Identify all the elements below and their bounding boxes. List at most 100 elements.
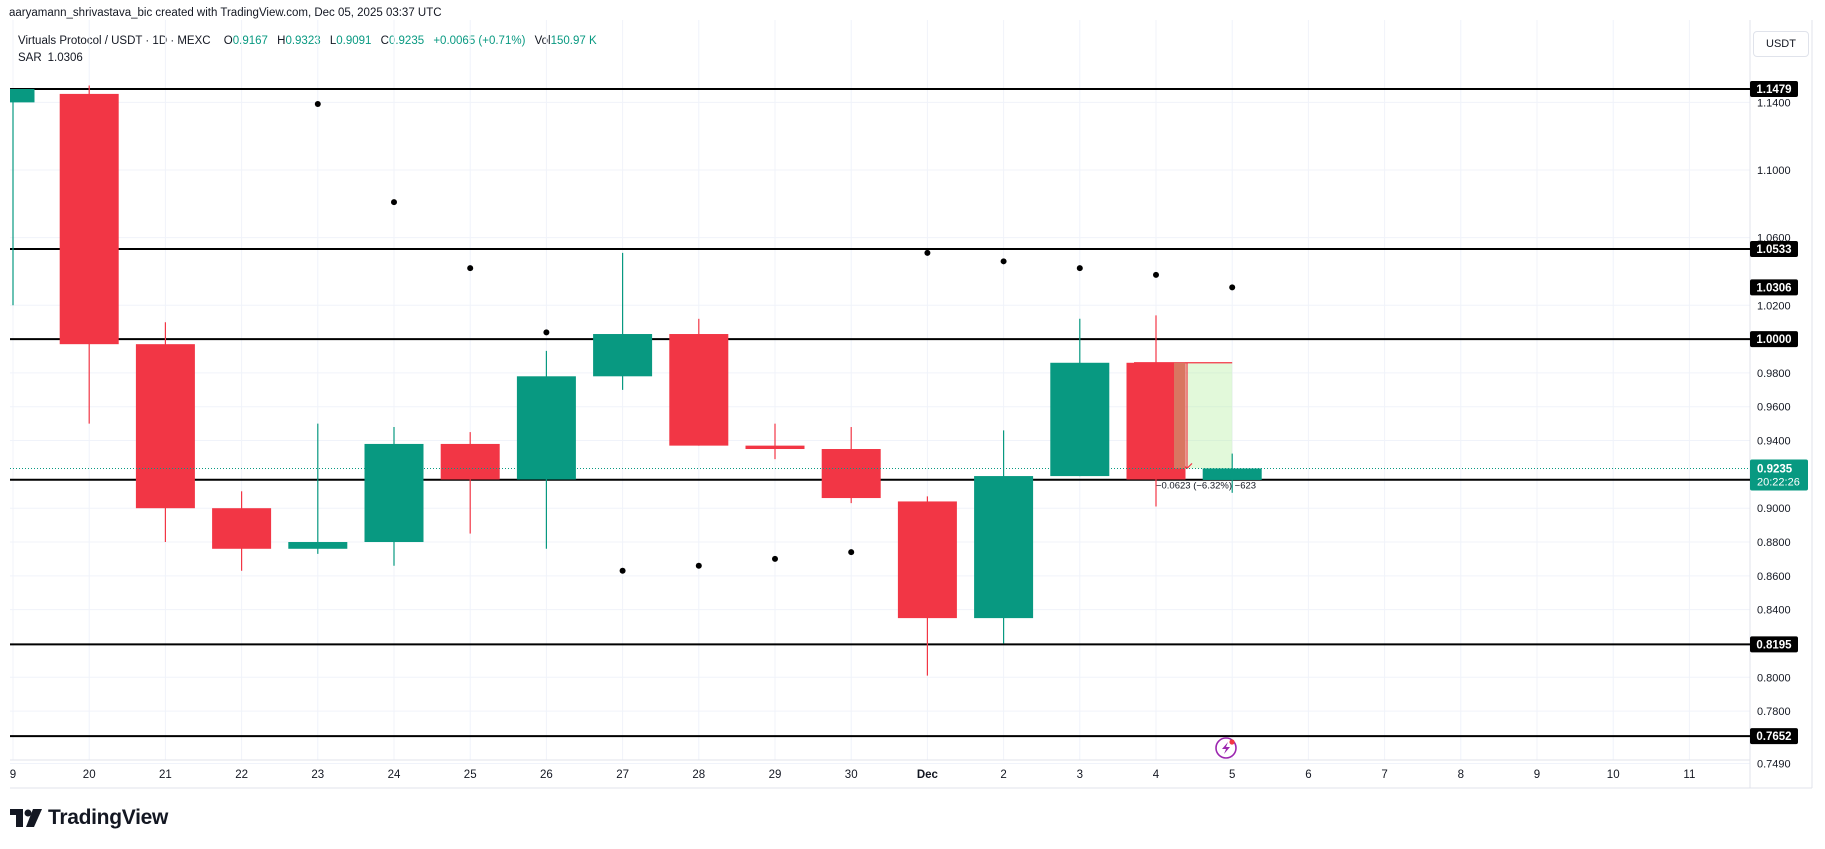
y-tick-label: 0.7490 — [1757, 759, 1791, 771]
sar-dot — [924, 249, 931, 256]
price-axis-labels: 1.14791.05331.00000.91680.81950.76520.92… — [1750, 81, 1808, 745]
y-tick-label: 0.9400 — [1757, 436, 1791, 448]
x-tick-label: 29 — [769, 769, 782, 781]
sar-dot — [467, 265, 474, 272]
x-tick-label: 20 — [83, 769, 96, 781]
candle-body — [821, 449, 881, 499]
y-tick-label: 0.7800 — [1757, 706, 1791, 718]
x-tick-label: Dec — [917, 769, 939, 781]
x-tick-label: 4 — [1153, 769, 1160, 781]
last-price-tag — [1750, 459, 1808, 491]
y-tick-label: 0.8800 — [1757, 537, 1791, 549]
measure-range-fill — [1185, 362, 1233, 469]
tradingview-logo-icon — [10, 809, 42, 827]
y-tick-label: 1.0200 — [1757, 300, 1791, 312]
volume-value: 150.97 K — [550, 35, 597, 47]
x-tick-label: 21 — [159, 769, 172, 781]
last-price-label: 0.9235 — [1757, 463, 1793, 475]
x-tick-label: 8 — [1458, 769, 1464, 781]
close-label: C — [380, 35, 389, 47]
candle-body — [364, 443, 424, 543]
x-tick-label: 22 — [235, 769, 248, 781]
level-price-label: 0.7652 — [1756, 731, 1791, 743]
tradingview-logo-text: TradingView — [48, 806, 169, 829]
x-tick-label: 9 — [1534, 769, 1540, 781]
x-tick-label: 7 — [1381, 769, 1387, 781]
sar-dot — [1000, 258, 1007, 265]
x-tick-label: 25 — [464, 769, 477, 781]
currency-button[interactable]: USDT — [1753, 31, 1809, 57]
y-tick-label: 0.9000 — [1757, 503, 1791, 515]
sar-series — [314, 101, 1236, 574]
sar-value: 1.0306 — [47, 52, 83, 64]
sar-dot — [543, 329, 550, 336]
y-tick-label: 0.8400 — [1757, 605, 1791, 617]
x-tick-label: 6 — [1305, 769, 1311, 781]
measure-overlay — [1174, 362, 1185, 469]
level-price-label: 1.0533 — [1756, 244, 1791, 256]
x-tick-label: 10 — [1607, 769, 1620, 781]
candle-body — [59, 93, 119, 345]
sar-price-label: 1.0306 — [1756, 282, 1791, 294]
level-price-tag — [1750, 636, 1798, 653]
candle-body — [440, 443, 500, 480]
level-price-tag — [1750, 81, 1798, 97]
tradingview-logo[interactable]: TradingView — [10, 806, 168, 830]
sar-dot — [619, 567, 626, 574]
candle-body — [1202, 468, 1262, 480]
level-price-tag — [1750, 331, 1798, 348]
x-tick-label: 2 — [1000, 769, 1006, 781]
level-price-label: 1.1479 — [1756, 84, 1791, 96]
time-axis[interactable]: 9 20 21 22 23 24 25 26 27 28 29 30 Dec 2 3 4 5 6 7 8 9 10 11 — [10, 769, 1696, 781]
level-price-label: 0.8195 — [1756, 639, 1792, 651]
candle-body — [593, 334, 653, 377]
sar-label: SAR — [18, 52, 42, 64]
level-price-tag — [1750, 728, 1798, 745]
sar-dot — [391, 199, 397, 206]
x-tick-label: 5 — [1229, 769, 1235, 781]
candle-body — [669, 334, 729, 446]
y-tick-label: 0.8000 — [1757, 672, 1791, 684]
low-label: L — [329, 35, 337, 47]
chart-credit: aaryamann_shrivastava_bic created with T… — [9, 7, 442, 19]
candle-body — [135, 344, 195, 509]
price-axis[interactable]: 0.7490 0.7800 0.8000 0.8400 0.8600 0.8800 0.90… — [1757, 97, 1791, 770]
sar-dot — [1153, 271, 1159, 278]
x-tick-label: 24 — [388, 769, 401, 781]
sar-dot — [314, 101, 321, 108]
price-chart[interactable]: 0.7490 0.7800 0.8000 0.8400 0.8600 0.8800 0.90… — [0, 0, 1825, 800]
y-tick-label: 0.9800 — [1757, 368, 1791, 380]
grid-lines — [10, 20, 1750, 765]
candle-body — [897, 501, 957, 619]
y-tick-label: 0.9600 — [1757, 402, 1791, 414]
sar-dot — [695, 562, 702, 569]
sar-legend[interactable]: SAR 1.0306 — [18, 52, 83, 64]
level-price-label: 1.0000 — [1756, 334, 1791, 346]
x-tick-label: 28 — [692, 769, 705, 781]
x-tick-label: 30 — [845, 769, 858, 781]
lightning-icon[interactable] — [1215, 737, 1237, 759]
sar-dot — [1229, 284, 1236, 291]
candle-body — [212, 508, 272, 549]
x-tick-label: 3 — [1077, 769, 1083, 781]
symbol-name[interactable]: Virtuals Protocol / USDT · 1D · MEXC — [18, 35, 211, 47]
measure-tool: −0.0623 (−6.32%) −623 — [1134, 362, 1256, 491]
change-value: +0.0065 (+0.71%) — [433, 35, 526, 47]
x-tick-label: 11 — [1683, 769, 1695, 781]
candle-body — [1050, 362, 1110, 477]
low-value: 0.9091 — [336, 35, 372, 47]
y-tick-label: 1.1400 — [1757, 97, 1791, 109]
sar-dot — [848, 549, 855, 556]
sar-dot — [1076, 265, 1083, 272]
candlestick-series — [10, 85, 1262, 676]
close-value: 0.9235 — [388, 35, 425, 47]
candle-body — [1126, 362, 1186, 480]
candle-body — [745, 445, 805, 450]
high-value: 0.9323 — [285, 35, 321, 47]
countdown-label: 20:22:26 — [1757, 476, 1800, 488]
x-tick-label: 26 — [540, 769, 553, 781]
y-tick-label: 0.8600 — [1757, 571, 1791, 583]
horizontal-levels[interactable] — [10, 88, 1750, 738]
sar-dot — [772, 555, 778, 562]
candle-body — [288, 542, 348, 549]
